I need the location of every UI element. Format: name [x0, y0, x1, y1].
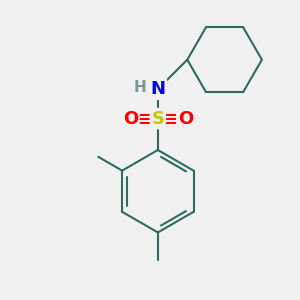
- Text: O: O: [178, 110, 193, 128]
- Text: H: H: [134, 80, 147, 95]
- Text: O: O: [123, 110, 138, 128]
- Text: S: S: [152, 110, 164, 128]
- Text: N: N: [150, 80, 165, 98]
